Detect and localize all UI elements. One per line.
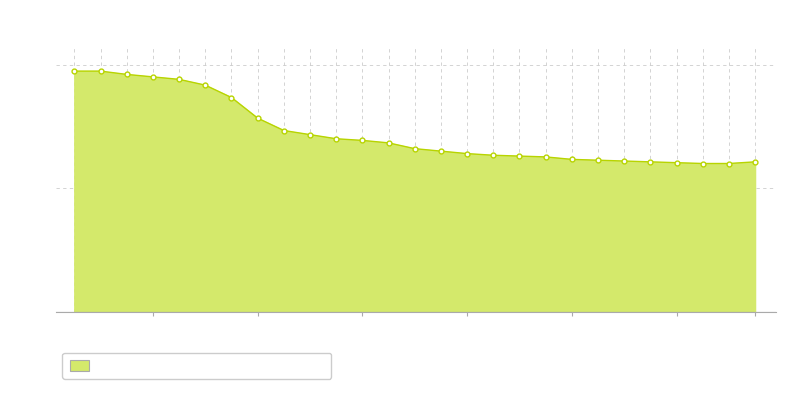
Legend: 基準地価格  平均坪単価(万円/坪): 基準地価格 平均坪単価(万円/坪) bbox=[62, 352, 331, 379]
